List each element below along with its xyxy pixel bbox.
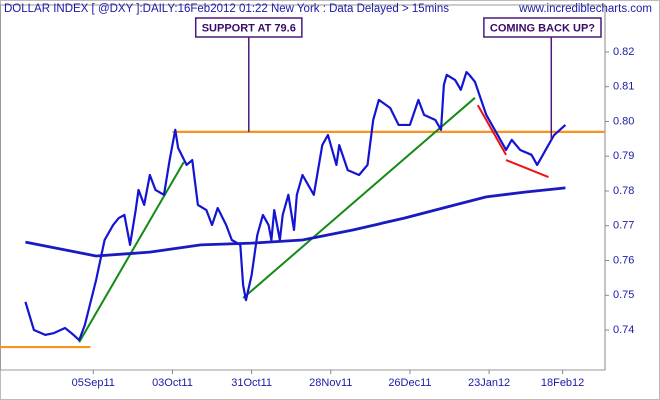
x-tick-label: 31Oct11 (231, 377, 272, 389)
note-text: COMING BACK UP? (490, 22, 595, 34)
x-tick-label: 28Nov11 (309, 377, 352, 389)
x-tick-label: 05Sep11 (72, 377, 115, 389)
chart-title: DOLLAR INDEX [ @DXY ]:DAILY:16Feb2012 01… (4, 3, 449, 15)
x-tick-label: 03Oct11 (152, 377, 193, 389)
y-tick-label: 0.80 (613, 115, 634, 127)
series-line (25, 186, 566, 258)
note-text: SUPPORT AT 79.6 (202, 22, 296, 34)
trend-line (242, 97, 476, 299)
y-tick-label: 0.79 (613, 150, 634, 162)
y-tick-label: 0.81 (613, 81, 634, 93)
y-tick-label: 0.76 (613, 254, 634, 266)
x-tick-label: 18Feb12 (541, 377, 584, 389)
plot-area (0, 4, 606, 371)
note-box (483, 17, 602, 38)
x-tick-label: 23Jan12 (468, 377, 510, 389)
x-tick-label: 26Dec11 (388, 377, 431, 389)
y-tick-label: 0.77 (613, 220, 634, 232)
y-tick-label: 0.82 (613, 46, 634, 58)
y-tick-label: 0.75 (613, 289, 634, 301)
y-tick-label: 0.78 (613, 185, 634, 197)
note-box (194, 17, 303, 38)
trend-line (476, 104, 507, 156)
y-tick-label: 0.74 (613, 324, 634, 336)
source: www.incrediblecharts.com (518, 3, 652, 15)
trend-line (505, 159, 549, 178)
